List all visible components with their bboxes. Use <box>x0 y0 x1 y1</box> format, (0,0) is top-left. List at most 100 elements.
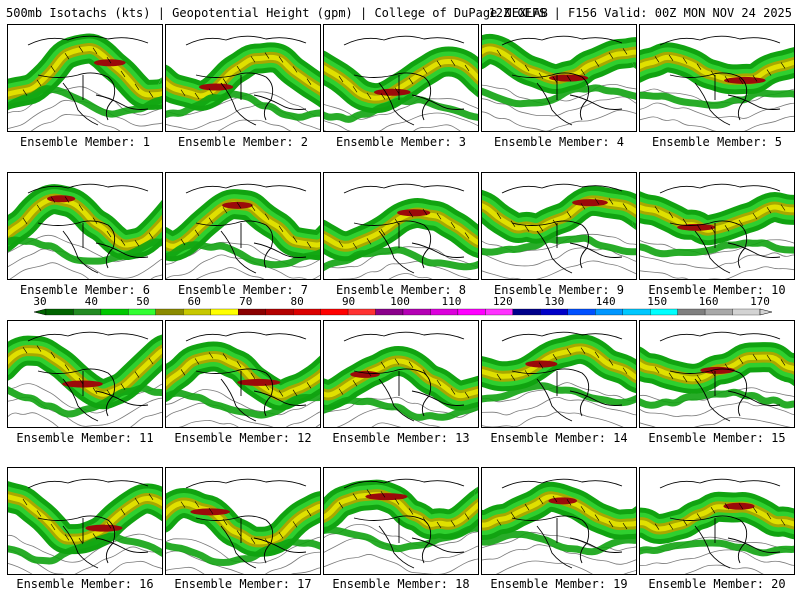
coastline <box>185 478 307 569</box>
wind-barb <box>264 213 270 220</box>
member-map <box>166 331 320 427</box>
isotach-band <box>324 358 478 399</box>
jet-max <box>397 209 431 217</box>
member-map <box>640 331 794 427</box>
colorbar-tick-label: 170 <box>750 295 770 308</box>
wind-barb <box>668 54 674 61</box>
jet-max <box>548 497 578 505</box>
height-contour <box>324 97 478 120</box>
wind-barb <box>208 507 214 515</box>
wind-barb <box>292 66 298 73</box>
wind-barb <box>120 239 126 246</box>
wind-barb <box>292 389 298 396</box>
height-contour <box>640 115 794 131</box>
coastline <box>343 183 465 274</box>
colorbar-tick-label: 150 <box>647 295 668 308</box>
wind-barb <box>250 372 256 380</box>
wind-barb <box>538 497 544 505</box>
wind-barb <box>510 220 516 227</box>
wind-barb <box>738 357 744 364</box>
wind-barb <box>608 359 614 366</box>
isotach-band <box>166 54 320 99</box>
isotach-band <box>8 384 162 418</box>
isotach-band <box>640 504 794 532</box>
wind-barb <box>594 351 600 358</box>
height-contour <box>324 246 478 269</box>
ensemble-member-panel <box>481 24 637 132</box>
wind-barb <box>780 359 786 366</box>
wind-barb <box>264 538 270 545</box>
wind-barb <box>278 390 284 397</box>
wind-barb <box>464 391 470 399</box>
wind-barb <box>338 75 344 83</box>
height-contour <box>8 411 162 427</box>
member-map <box>640 35 794 131</box>
ensemble-member-panel <box>639 320 795 428</box>
height-contour <box>482 247 636 267</box>
wind-barb <box>552 219 558 226</box>
wind-barb <box>496 519 502 526</box>
height-contour <box>371 422 402 427</box>
member-caption: Ensemble Member: 11 <box>16 431 154 445</box>
wind-barb <box>654 206 660 213</box>
member-caption: Ensemble Member: 6 <box>19 283 151 297</box>
colorbar-segment <box>402 308 431 316</box>
wind-barb <box>594 60 600 67</box>
wind-barb <box>622 367 628 374</box>
member-map <box>166 35 320 131</box>
colorbar-tick-label: 30 <box>33 295 47 308</box>
wind-barb <box>92 387 98 394</box>
height-contour <box>482 96 636 117</box>
colorbar-segment <box>677 308 706 316</box>
isotach-band <box>324 492 478 527</box>
wind-barb <box>222 207 228 214</box>
wind-barb <box>78 46 84 53</box>
wind-barb <box>180 238 186 246</box>
colorbar-tick-label: 120 <box>492 295 513 308</box>
wind-barb <box>264 383 270 391</box>
wind-barb <box>222 518 228 526</box>
wind-barb <box>622 48 628 55</box>
wind-barb <box>194 501 200 508</box>
wind-barb <box>538 72 544 80</box>
wind-barb <box>78 377 84 385</box>
wind-barb <box>366 238 372 245</box>
height-contour <box>8 248 162 279</box>
height-contour <box>640 401 794 417</box>
ensemble-member-panel <box>7 467 163 575</box>
member-caption: Ensemble Member: 8 <box>335 283 467 297</box>
colorbar-segment <box>512 308 541 316</box>
wind-barb <box>552 495 558 503</box>
wind-barb <box>120 383 126 390</box>
wind-barb <box>594 514 600 521</box>
jet-max <box>190 508 231 516</box>
wind-barb <box>50 523 56 531</box>
wind-barb <box>394 498 400 505</box>
wind-barb <box>64 364 70 371</box>
wind-barb <box>120 70 126 78</box>
wind-barb <box>766 207 772 214</box>
wind-barb <box>236 361 242 368</box>
isotach-band <box>324 524 478 553</box>
coastline <box>501 331 623 422</box>
wind-barb <box>608 52 614 59</box>
isotach-band <box>640 204 794 233</box>
wind-barb <box>654 366 660 374</box>
jet-max <box>62 380 103 388</box>
height-contour <box>640 102 794 119</box>
wind-barb <box>22 217 28 225</box>
isotach-band <box>482 198 636 232</box>
wind-barb <box>422 369 428 376</box>
wind-barb <box>752 75 758 82</box>
jet-max <box>373 88 411 96</box>
wind-barb <box>380 93 386 100</box>
height-contour <box>324 260 472 279</box>
ensemble-member-panel <box>7 24 163 132</box>
wind-barb <box>106 230 112 238</box>
isotach-band <box>8 46 162 98</box>
wind-barb <box>766 354 772 362</box>
wind-barb <box>148 357 154 365</box>
wind-barb <box>208 88 214 95</box>
wind-barb <box>394 218 400 226</box>
height-contour <box>195 267 265 279</box>
